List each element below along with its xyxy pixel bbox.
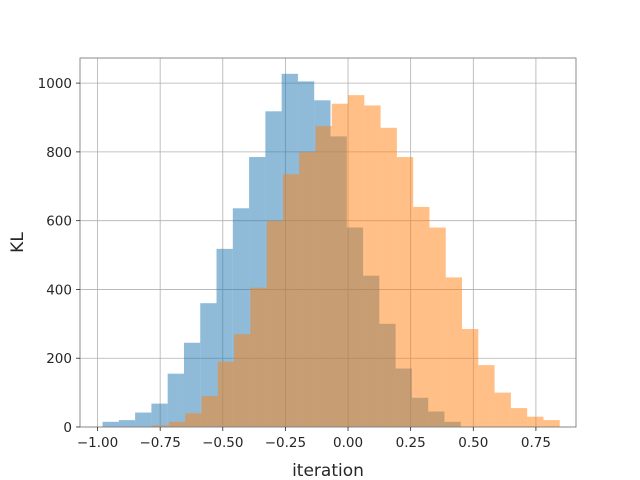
x-tick-label: 0.75 xyxy=(521,435,551,451)
histogram-bar xyxy=(445,277,463,427)
histogram-bar xyxy=(217,361,235,427)
histogram-bar xyxy=(151,403,168,427)
histogram-bar xyxy=(494,392,511,427)
histogram-bar xyxy=(510,408,528,427)
histogram-bar xyxy=(282,174,300,427)
histogram-bar xyxy=(118,420,136,427)
histogram-series-2 xyxy=(152,95,560,428)
histogram-bars xyxy=(102,73,560,428)
histogram-bar xyxy=(429,227,446,427)
histogram-bar xyxy=(201,396,218,427)
histogram-bar xyxy=(527,416,544,427)
plot-frame xyxy=(79,57,577,428)
y-tick-label: 400 xyxy=(46,282,72,298)
histogram-bar xyxy=(266,220,283,427)
histogram-bar xyxy=(185,413,202,427)
histogram-bar xyxy=(315,126,332,427)
histogram-bar xyxy=(183,342,201,427)
histogram-bar xyxy=(413,206,430,427)
axis-ticks: −1.00 −0.75 −0.50 −0.25 0.00 0.25 0.50 0.75 0 200… xyxy=(38,76,551,451)
histogram-bar xyxy=(478,365,495,427)
x-tick-label: −1.00 xyxy=(77,435,118,451)
histogram-bar xyxy=(462,328,479,427)
x-axis-label: iteration xyxy=(292,461,364,480)
histogram-bar xyxy=(543,420,560,427)
y-tick-label: 200 xyxy=(46,351,72,367)
y-tick-label: 600 xyxy=(46,214,72,230)
histogram-bar xyxy=(396,157,414,427)
y-tick-label: 800 xyxy=(46,145,72,161)
histogram-bar xyxy=(168,421,186,427)
x-tick-label: 0.50 xyxy=(458,435,488,451)
x-tick-label: −0.25 xyxy=(265,435,306,451)
x-tick-label: −0.75 xyxy=(139,435,180,451)
histogram-bar xyxy=(135,412,152,427)
histogram-bar xyxy=(380,127,397,427)
x-tick-label: −0.50 xyxy=(202,435,243,451)
histogram-bar xyxy=(234,334,251,427)
histogram-bar xyxy=(331,103,349,427)
histogram-bar xyxy=(364,105,381,428)
histogram-bar xyxy=(250,287,267,427)
histogram-bar xyxy=(299,151,316,428)
histogram-bar xyxy=(167,373,184,427)
histogram-bar xyxy=(152,425,169,427)
histogram-bar xyxy=(200,303,217,427)
x-tick-label: 0.00 xyxy=(333,435,363,451)
y-tick-label: 0 xyxy=(63,420,72,436)
y-tick-label: 1000 xyxy=(38,76,72,92)
x-tick-label: 0.25 xyxy=(396,435,426,451)
histogram-bar xyxy=(102,421,119,427)
histogram-bar xyxy=(348,95,365,428)
y-axis-label: KL xyxy=(8,232,28,253)
